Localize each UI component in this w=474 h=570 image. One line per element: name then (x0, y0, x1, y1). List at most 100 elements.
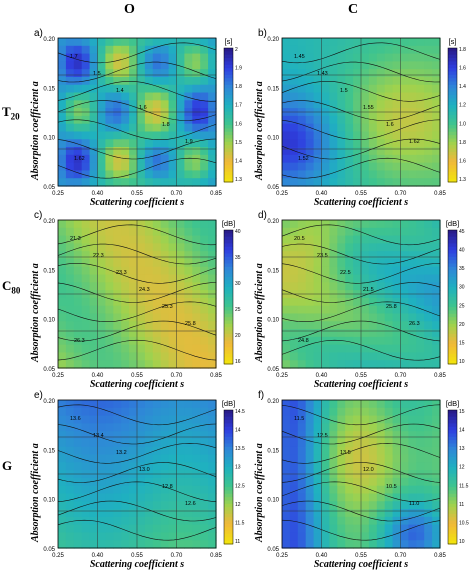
heatmap-cell (289, 485, 299, 495)
heatmap-cell (361, 485, 370, 495)
heatmap-cell (137, 485, 146, 495)
heatmap-cell (137, 431, 146, 440)
heatmap-cell (289, 313, 299, 322)
heatmap-cell (160, 162, 170, 172)
heatmap-cell (297, 162, 307, 172)
heatmap-cell (73, 282, 83, 291)
heatmap-cell (113, 509, 122, 518)
contour-label: 11.0 (409, 501, 419, 507)
colorbar-swatch (448, 101, 457, 106)
heatmap-cell (58, 139, 67, 148)
heatmap-cell (121, 532, 130, 541)
heatmap-cell (160, 462, 170, 471)
heatmap-cell (282, 131, 291, 140)
heatmap-cell (424, 266, 433, 276)
heatmap-cell (89, 477, 99, 487)
heatmap-cell (305, 274, 315, 283)
heatmap-cell (416, 147, 425, 156)
heatmap-cell (297, 438, 307, 448)
heatmap-cell (321, 329, 330, 338)
heatmap-cell (113, 69, 122, 78)
heatmap-cell (58, 170, 67, 179)
heatmap-cell (368, 462, 378, 471)
heatmap-cell (97, 100, 106, 109)
heatmap-cell (113, 344, 122, 354)
heatmap-cell (192, 139, 201, 148)
heatmap-cell (392, 53, 402, 62)
heatmap-cell (408, 509, 417, 518)
heatmap-cell (152, 227, 162, 237)
heatmap-cell (105, 446, 114, 456)
heatmap-cell (416, 501, 425, 510)
heatmap-cell (200, 415, 209, 424)
heatmap-cell (337, 532, 346, 541)
heatmap-cell (208, 352, 217, 361)
heatmap-cell (384, 178, 394, 187)
heatmap-cell (313, 509, 323, 518)
colorbar-unit: [dB] (222, 219, 235, 228)
heatmap-cell (321, 154, 330, 164)
heatmap-cell (305, 84, 315, 94)
heatmap-cell (321, 423, 330, 432)
heatmap-cell (192, 336, 201, 346)
heatmap-cell (313, 61, 323, 70)
plot-frame (281, 219, 441, 369)
heatmap-cell (424, 540, 433, 549)
heatmap-cell (368, 162, 378, 172)
heatmap-cell (208, 178, 217, 187)
heatmap-cell (81, 532, 91, 541)
heatmap-cell (144, 92, 154, 101)
colorbar-swatch (448, 273, 457, 278)
colorbar-tick-label: 1.2 (459, 103, 466, 109)
heatmap-cell (345, 485, 354, 495)
heatmap-cell (376, 154, 386, 164)
heatmap-cell (392, 407, 402, 417)
heatmap-cell (313, 115, 323, 125)
colorbar-swatch (448, 500, 457, 505)
contour-label: 25.3 (162, 304, 173, 310)
heatmap-cell (400, 100, 409, 109)
heatmap-cell (81, 266, 91, 276)
heatmap-cell (392, 266, 402, 276)
heatmap-cell (97, 45, 106, 55)
heatmap-cell (282, 532, 291, 541)
colorbar-tick-label: 20 (459, 322, 465, 328)
heatmap-cell (282, 470, 291, 479)
row-header-C80: C80 (2, 278, 21, 296)
plot-frame (57, 37, 217, 187)
heatmap-cell (176, 53, 185, 62)
heatmap-cell (345, 258, 354, 268)
colorbar-swatch (448, 453, 457, 458)
heatmap-cell (384, 258, 394, 268)
heatmap-cell (305, 147, 315, 156)
heatmap-cell (208, 131, 217, 140)
heatmap-cell (305, 454, 315, 463)
heatmap-cell (392, 92, 402, 101)
colorbar-tick-label: 1.5 (235, 140, 242, 146)
heatmap-cell (176, 61, 185, 70)
colorbar-swatch (224, 473, 233, 478)
heatmap-cell (65, 251, 75, 260)
heatmap-cell (144, 178, 154, 187)
heatmap-cell (368, 220, 378, 229)
heatmap-cell (337, 258, 346, 268)
heatmap-cell (313, 400, 323, 409)
heatmap-cell (89, 61, 99, 70)
heatmap-cell (321, 540, 330, 549)
heatmap-cell (137, 336, 146, 346)
heatmap-cell (329, 400, 338, 409)
heatmap-cell (376, 446, 386, 456)
colorbar-swatch (224, 68, 233, 72)
heatmap-cell (137, 61, 146, 70)
contour-label: 22.3 (93, 253, 104, 259)
heatmap-cell (58, 336, 67, 346)
heatmap-cell (432, 258, 441, 268)
heatmap-cell (305, 415, 315, 424)
heatmap-cell (89, 431, 99, 440)
heatmap-cell (58, 321, 67, 330)
heatmap-cell (282, 477, 291, 487)
heatmap-cell (329, 532, 338, 541)
colorbar-swatch (224, 128, 233, 133)
heatmap-cell (313, 108, 323, 117)
heatmap-cell (400, 227, 409, 237)
